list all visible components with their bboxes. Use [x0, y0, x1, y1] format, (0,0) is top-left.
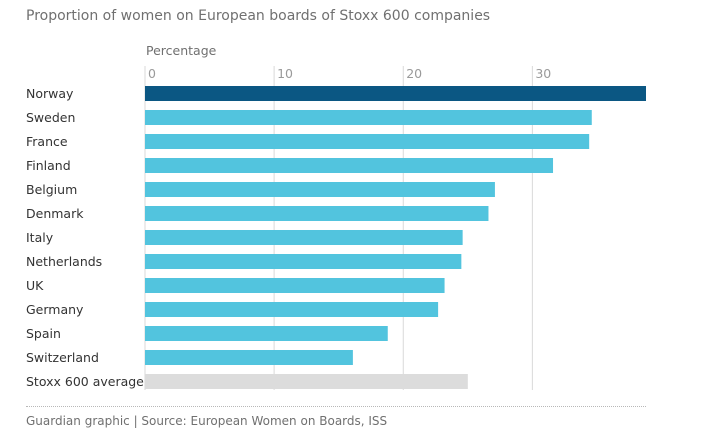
bar-germany [145, 302, 439, 317]
bar-belgium [145, 182, 495, 197]
bars [145, 86, 646, 389]
bar-sweden [145, 110, 592, 125]
category-label-switzerland: Switzerland [26, 350, 99, 365]
bar-spain [145, 326, 388, 341]
category-label-norway: Norway [26, 86, 74, 101]
category-label-spain: Spain [26, 326, 61, 341]
x-tick-label-30: 30 [535, 66, 551, 81]
bar-netherlands [145, 254, 462, 269]
category-label-denmark: Denmark [26, 206, 84, 221]
x-tick-label-0: 0 [148, 66, 156, 81]
x-axis-label: Percentage [146, 43, 217, 58]
category-label-stoxx-600-average: Stoxx 600 average [26, 374, 144, 389]
x-tick-label-20: 20 [406, 66, 422, 81]
category-label-netherlands: Netherlands [26, 254, 102, 269]
source-credit: Guardian graphic | Source: European Wome… [26, 414, 388, 428]
footer-divider [26, 406, 646, 407]
bar-finland [145, 158, 554, 173]
category-label-belgium: Belgium [26, 182, 77, 197]
category-label-germany: Germany [26, 302, 84, 317]
bar-denmark [145, 206, 489, 221]
category-label-uk: UK [26, 278, 44, 293]
bar-italy [145, 230, 463, 245]
category-labels: Norway Sweden France Finland Belgium Denmark I… [26, 86, 144, 389]
category-label-france: France [26, 134, 68, 149]
bar-norway [145, 86, 646, 101]
category-label-italy: Italy [26, 230, 54, 245]
category-label-finland: Finland [26, 158, 71, 173]
bar-france [145, 134, 590, 149]
bar-uk [145, 278, 445, 293]
bar-switzerland [145, 350, 353, 365]
category-label-sweden: Sweden [26, 110, 75, 125]
bar-stoxx-600-average [145, 374, 468, 389]
chart-title: Proportion of women on European boards o… [26, 8, 491, 24]
x-tick-label-10: 10 [277, 66, 293, 81]
x-axis-ticks: 0 10 20 30 [148, 66, 551, 81]
